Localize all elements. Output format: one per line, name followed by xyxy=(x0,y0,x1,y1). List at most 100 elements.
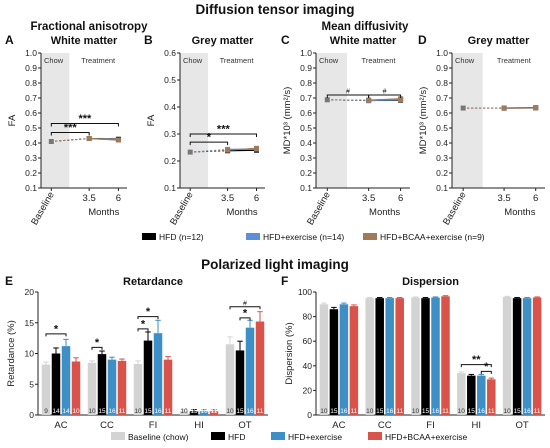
significance-bracket xyxy=(189,141,229,146)
series-line xyxy=(227,149,257,152)
x-tick-label: Baseline xyxy=(441,190,469,227)
panel-title: Retardance xyxy=(123,276,183,288)
significance-bracket xyxy=(137,328,149,332)
legend-label: HFD+BCAA+exercise (n=9) xyxy=(380,232,485,242)
n-label: 15 xyxy=(144,408,152,415)
y-tick-label: 0.2 xyxy=(300,168,312,178)
n-label: 16 xyxy=(432,408,440,415)
x-tick-label: FI xyxy=(426,420,434,431)
panel-title: White matter xyxy=(51,35,118,47)
dti-title: Diffusion tensor imaging xyxy=(195,2,354,17)
panel-letter: F xyxy=(281,274,288,288)
legend-swatch xyxy=(246,233,260,240)
bar xyxy=(133,363,143,415)
bar xyxy=(467,375,476,415)
x-tick-label: OT xyxy=(515,420,528,431)
n-label: 10 xyxy=(72,408,80,415)
y-tick-label: 5 xyxy=(29,379,34,389)
n-label: 15 xyxy=(468,408,476,415)
y-tick-label: 0.2 xyxy=(164,156,176,166)
y-tick-label: 0.1 xyxy=(300,183,312,193)
x-tick-label: 3.5 xyxy=(221,193,234,204)
bar xyxy=(487,379,496,415)
y-tick-label: 0.7 xyxy=(300,93,312,103)
series-line xyxy=(368,98,401,102)
legend-bottom: Baseline (chow) HFD HFD+exercise HFD+BCAA+e… xyxy=(111,432,467,442)
n-label: 11 xyxy=(165,408,172,415)
data-point xyxy=(115,137,121,143)
series-line xyxy=(368,98,401,101)
y-tick-label: 1.0 xyxy=(300,48,312,58)
fa-header: Fractional anisotropy xyxy=(31,21,149,33)
treatment-label: Treatment xyxy=(497,56,532,65)
x-tick-label: OT xyxy=(238,420,251,431)
treatment-label: Treatment xyxy=(81,56,116,65)
x-tick-label: Baseline xyxy=(305,190,333,227)
x-tick-label: FI xyxy=(149,420,157,431)
chow-label: Chow xyxy=(44,56,64,65)
significance-label: * xyxy=(207,132,212,144)
n-label: 16 xyxy=(154,408,162,415)
n-label: 16 xyxy=(478,408,486,415)
chow-region xyxy=(452,53,483,188)
y-tick-label: 0.9 xyxy=(300,63,312,73)
significance-bracket xyxy=(189,133,257,137)
series-line xyxy=(227,147,257,151)
y-tick-label: 0.6 xyxy=(300,108,312,118)
n-label: 15 xyxy=(376,408,384,415)
legend-swatch xyxy=(142,233,156,240)
x-axis-label: Months xyxy=(88,207,119,218)
significance-label: * xyxy=(146,306,151,318)
y-tick-label: 0.2 xyxy=(436,168,448,178)
bar xyxy=(365,298,374,415)
panel-B: Chow Treatment B Grey matter 0.1 0.2 0.3 0.4 0.5… xyxy=(144,33,265,227)
significance-label: *** xyxy=(217,124,231,136)
panel-A: Chow Treatment A White matter 0.1 0.2 0.3 0.4 0.… xyxy=(5,33,127,227)
bar xyxy=(339,304,349,415)
n-label: 14 xyxy=(62,408,70,415)
legend-swatch xyxy=(111,432,125,440)
y-tick-label: 0.6 xyxy=(25,108,37,118)
bar xyxy=(395,298,404,415)
y-axis-label: Dispersion (%) xyxy=(284,322,295,384)
n-label: 10 xyxy=(88,408,96,415)
x-axis-label: Months xyxy=(226,207,257,218)
y-tick-label: 100 xyxy=(298,287,312,297)
panel-C: Chow Treatment C White matter 0.1 0.2 0.3 0.4 0.… xyxy=(281,33,410,227)
n-label: 16 xyxy=(108,408,116,415)
panel-title: White matter xyxy=(330,35,397,47)
significance-label: # xyxy=(243,300,247,307)
data-point xyxy=(501,105,507,111)
bar xyxy=(441,296,450,415)
chow-region xyxy=(180,53,209,188)
bar xyxy=(375,298,384,415)
bar xyxy=(329,309,339,415)
n-label: 10 xyxy=(226,408,234,415)
n-label: 16 xyxy=(200,408,208,415)
chow-label: Chow xyxy=(455,56,475,65)
bar xyxy=(87,362,97,415)
significance-bracket xyxy=(91,346,103,350)
y-tick-label: 0.3 xyxy=(436,153,448,163)
bar xyxy=(421,298,430,415)
n-label: 11 xyxy=(534,408,541,415)
bar xyxy=(225,344,235,415)
chow-label: Chow xyxy=(319,56,339,65)
y-tick-label: 0.9 xyxy=(25,63,37,73)
chow-region xyxy=(316,53,348,188)
x-tick-label: 3.5 xyxy=(497,193,510,204)
baseline-point xyxy=(48,139,54,144)
legend-top: HFD (n=12) HFD+exercise (n=14) HFD+BCAA+ex… xyxy=(142,232,485,242)
x-tick-label: 3.5 xyxy=(362,193,375,204)
x-tick-label: 6 xyxy=(398,193,403,204)
significance-bracket xyxy=(50,123,119,127)
n-label: 10 xyxy=(366,408,374,415)
significance-bracket xyxy=(368,94,402,98)
legend-swatch xyxy=(368,432,382,440)
n-label: 11 xyxy=(119,408,126,415)
bar xyxy=(153,333,163,415)
y-tick-label: 0.8 xyxy=(436,78,448,88)
data-point xyxy=(533,105,539,111)
